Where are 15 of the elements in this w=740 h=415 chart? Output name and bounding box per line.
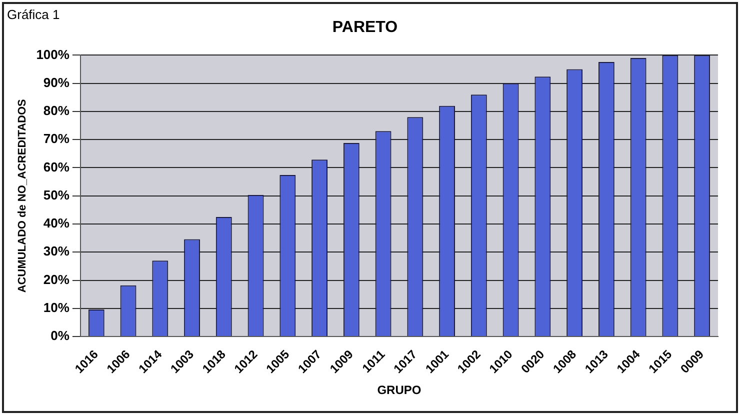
y-tick-label: 60% <box>43 159 70 174</box>
y-tick-label: 0% <box>50 328 70 344</box>
y-tick-label: 80% <box>43 103 70 118</box>
y-axis-title: ACUMULADO de NO_ACREDITADOS <box>16 99 29 293</box>
y-tick-label: 10% <box>43 300 70 315</box>
y-tick-label: 100% <box>36 46 70 62</box>
y-tick-label: 50% <box>43 187 70 202</box>
y-tick-label: 70% <box>43 131 70 146</box>
chart-title: PARETO <box>332 19 398 36</box>
x-axis-title: GRUPO <box>377 383 422 398</box>
text: Gráfica 1 <box>7 7 60 22</box>
y-tick-label: 30% <box>43 244 70 259</box>
y-tick-label: 90% <box>43 74 70 90</box>
y-tick-label: 20% <box>43 272 70 287</box>
y-tick-label: 40% <box>43 216 70 231</box>
